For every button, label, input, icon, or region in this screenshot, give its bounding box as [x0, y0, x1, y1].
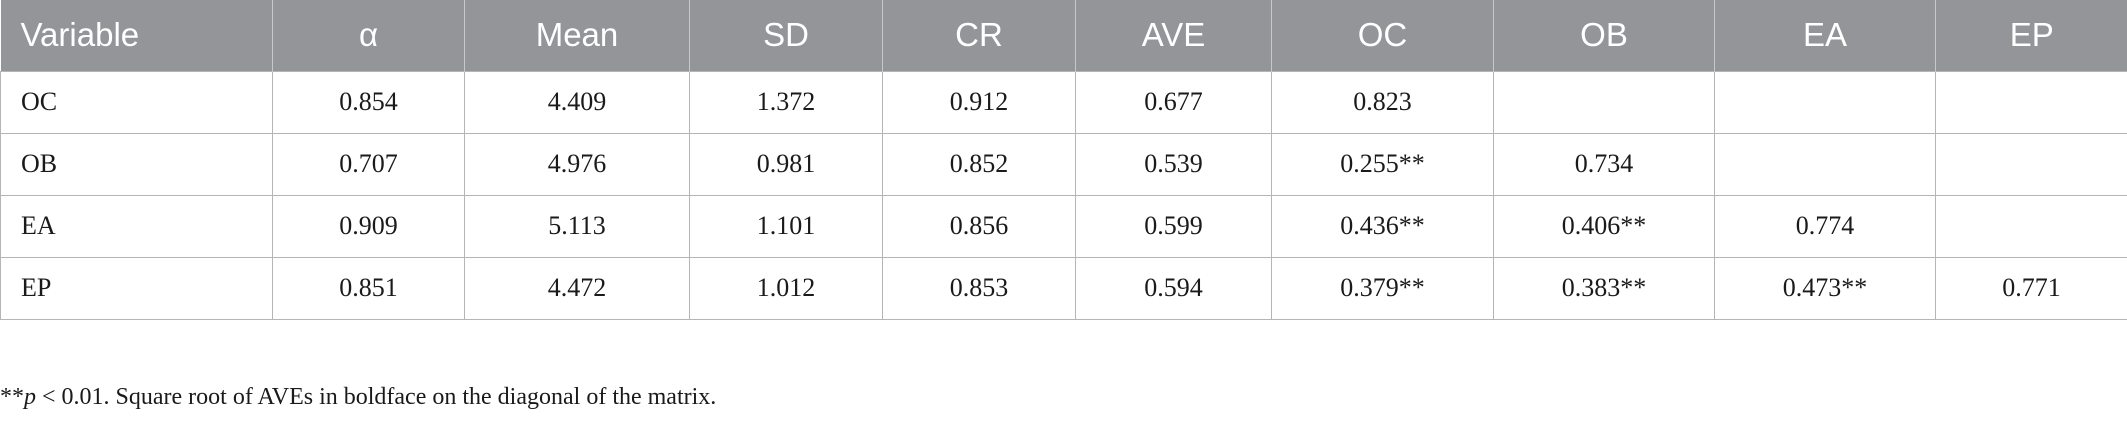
table-cell: 0.594: [1075, 256, 1272, 320]
table-cell: EP: [0, 256, 273, 320]
table-cell: OB: [0, 132, 273, 196]
table-cell: [1935, 194, 2127, 258]
footnote-p-symbol: p: [24, 384, 36, 410]
header-oc: OC: [1271, 0, 1494, 71]
table-cell: 0.707: [272, 132, 465, 196]
table-row-ea: EA 0.909 5.113 1.101 0.856 0.599 0.436**…: [0, 194, 2127, 258]
header-ea: EA: [1714, 0, 1936, 71]
footnote-text: < 0.01. Square root of AVEs in boldface …: [36, 384, 717, 410]
table-cell: [1493, 70, 1715, 134]
table-cell: 0.539: [1075, 132, 1272, 196]
table-row-ob: OB 0.707 4.976 0.981 0.852 0.539 0.255**…: [0, 132, 2127, 196]
table-cell-diagonal: 0.774: [1714, 194, 1936, 258]
table-cell: 0.383**: [1493, 256, 1715, 320]
table-cell: 0.255**: [1271, 132, 1494, 196]
table-cell: 1.012: [689, 256, 883, 320]
table-cell-diagonal: 0.823: [1271, 70, 1494, 134]
table-cell: OC: [0, 70, 273, 134]
table-cell: 0.909: [272, 194, 465, 258]
header-mean: Mean: [464, 0, 690, 71]
table-cell: EA: [0, 194, 273, 258]
table-row-oc: OC 0.854 4.409 1.372 0.912 0.677 0.823: [0, 70, 2127, 134]
table-cell: 4.976: [464, 132, 690, 196]
header-sd: SD: [689, 0, 883, 71]
table-cell: [1935, 70, 2127, 134]
table-cell: 0.912: [882, 70, 1076, 134]
table-footnote: **p < 0.01. Square root of AVEs in boldf…: [0, 384, 716, 411]
table-cell: 4.409: [464, 70, 690, 134]
table-cell: 0.852: [882, 132, 1076, 196]
table-cell: 0.981: [689, 132, 883, 196]
table-cell: 0.473**: [1714, 256, 1936, 320]
table-cell: 0.436**: [1271, 194, 1494, 258]
table-cell: 1.101: [689, 194, 883, 258]
header-ob: OB: [1493, 0, 1715, 71]
table-cell: 0.851: [272, 256, 465, 320]
table-cell: [1935, 132, 2127, 196]
table-row-ep: EP 0.851 4.472 1.012 0.853 0.594 0.379**…: [0, 256, 2127, 320]
footnote-marker: **: [0, 384, 24, 410]
table-cell: [1714, 132, 1936, 196]
table-cell-diagonal: 0.771: [1935, 256, 2127, 320]
table-cell: 0.854: [272, 70, 465, 134]
table-cell-diagonal: 0.734: [1493, 132, 1715, 196]
table-cell: 0.599: [1075, 194, 1272, 258]
table-cell: 0.853: [882, 256, 1076, 320]
table-cell: 0.379**: [1271, 256, 1494, 320]
correlation-table: Variable α Mean SD CR AVE OC OB EA EP OC…: [0, 0, 2127, 320]
header-variable: Variable: [0, 0, 273, 71]
table-cell: 0.856: [882, 194, 1076, 258]
table-cell: 0.406**: [1493, 194, 1715, 258]
table-header-row: Variable α Mean SD CR AVE OC OB EA EP: [0, 0, 2127, 71]
correlation-table-container: Variable α Mean SD CR AVE OC OB EA EP OC…: [0, 0, 2127, 320]
header-cr: CR: [882, 0, 1076, 71]
header-ep: EP: [2009, 16, 2054, 54]
table-cell: 4.472: [464, 256, 690, 320]
table-cell: 5.113: [464, 194, 690, 258]
table-cell: 1.372: [689, 70, 883, 134]
table-cell: 0.677: [1075, 70, 1272, 134]
header-ave: AVE: [1075, 0, 1272, 71]
table-cell: [1714, 70, 1936, 134]
header-alpha: α: [272, 0, 465, 71]
